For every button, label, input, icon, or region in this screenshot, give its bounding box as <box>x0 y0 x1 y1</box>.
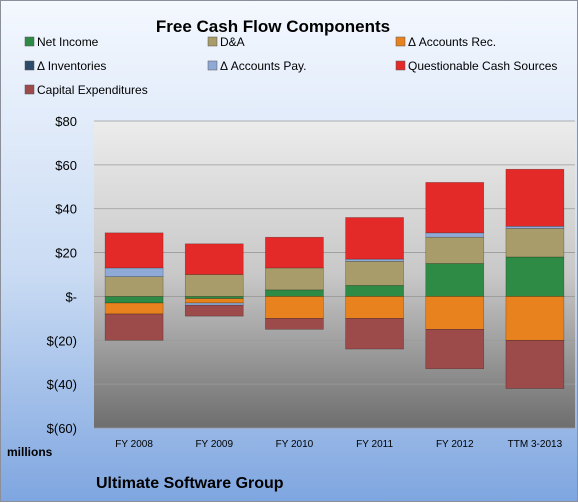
bar-net-income-fy-2008 <box>104 296 164 304</box>
bar-questionable-cash-sources-fy-2012 <box>425 182 485 234</box>
x-tick-label: FY 2011 <box>356 439 393 450</box>
bar-d-a-fy-2008 <box>104 276 164 297</box>
y-tick-label: $40 <box>55 202 77 217</box>
bar-net-income-ttm-3-2013 <box>505 256 565 297</box>
bar-questionable-cash-sources-fy-2010 <box>265 236 324 269</box>
chart-title: Free Cash Flow Components <box>156 17 390 36</box>
bar-capital-expenditures-fy-2011 <box>345 318 404 350</box>
bar-questionable-cash-sources-ttm-3-2013 <box>505 168 565 227</box>
legend-swatch-d-a <box>207 36 218 47</box>
x-tick-label: FY 2012 <box>436 439 474 450</box>
legend-swatch-net-income <box>24 36 35 47</box>
legend-label-questionable-cash-sources: Questionable Cash Sources <box>408 59 557 73</box>
bar-net-income-fy-2011 <box>345 285 404 297</box>
legend-label-accounts-rec: Δ Accounts Rec. <box>408 35 496 49</box>
bar-d-a-fy-2011 <box>345 261 404 286</box>
legend-swatch-inventories <box>24 60 35 71</box>
y-tick-label: $60 <box>55 158 77 173</box>
y-tick-label: $(60) <box>47 421 77 436</box>
bar-capital-expenditures-fy-2010 <box>265 318 324 330</box>
y-tick-label: $80 <box>55 114 77 129</box>
bar-d-a-fy-2012 <box>425 236 485 264</box>
bar-accounts-rec-fy-2009 <box>184 298 244 304</box>
legend: Net Income D&A Δ Accounts Rec. Δ Inventorie… <box>24 35 557 97</box>
legend-swatch-capital-expenditures <box>24 84 35 95</box>
plot-area <box>94 121 575 428</box>
x-tick-label: FY 2008 <box>115 439 153 450</box>
legend-label-capital-expenditures: Capital Expenditures <box>37 83 148 97</box>
bar-accounts-pay-fy-2011 <box>345 258 404 262</box>
legend-label-inventories: Δ Inventories <box>37 59 106 73</box>
bar-accounts-pay-fy-2009 <box>184 302 244 306</box>
bar-questionable-cash-sources-fy-2008 <box>104 232 164 269</box>
legend-label-net-income: Net Income <box>37 35 99 49</box>
y-tick-label: $(20) <box>47 333 77 348</box>
bar-capital-expenditures-ttm-3-2013 <box>505 339 565 389</box>
y-axis: $80 $60 $40 $20 $- $(20) $(40) $(60) <box>47 114 77 436</box>
x-tick-label: FY 2009 <box>195 439 233 450</box>
bar-questionable-cash-sources-fy-2009 <box>184 243 244 275</box>
gridlines <box>94 120 575 429</box>
legend-swatch-accounts-rec <box>395 36 406 47</box>
legend-swatch-accounts-pay <box>207 60 218 71</box>
legend-label-d-a: D&A <box>220 35 245 49</box>
bar-net-income-fy-2010 <box>265 289 324 297</box>
bar-capital-expenditures-fy-2008 <box>104 313 164 341</box>
bar-net-income-fy-2009 <box>184 296 244 299</box>
bar-d-a-fy-2010 <box>265 267 324 291</box>
bar-accounts-pay-fy-2012 <box>425 232 485 238</box>
bar-questionable-cash-sources-fy-2011 <box>345 217 404 260</box>
chart-footer: Ultimate Software Group <box>96 475 284 492</box>
bar-accounts-rec-ttm-3-2013 <box>505 296 565 341</box>
bar-accounts-rec-fy-2010 <box>265 296 324 319</box>
x-tick-label: FY 2010 <box>276 439 314 450</box>
bar-capital-expenditures-fy-2012 <box>425 329 485 370</box>
x-tick-label: TTM 3-2013 <box>508 439 563 450</box>
bars <box>104 168 565 389</box>
bar-accounts-pay-ttm-3-2013 <box>505 225 565 229</box>
bar-net-income-fy-2012 <box>425 263 485 297</box>
bar-accounts-rec-fy-2011 <box>345 296 404 319</box>
bar-accounts-rec-fy-2008 <box>104 302 164 315</box>
legend-label-accounts-pay: Δ Accounts Pay. <box>220 59 307 73</box>
y-tick-label: $(40) <box>47 377 77 392</box>
y-tick-label: $- <box>65 289 77 304</box>
bar-d-a-ttm-3-2013 <box>505 228 565 258</box>
bar-d-a-fy-2009 <box>184 274 244 297</box>
bar-capital-expenditures-fy-2009 <box>184 304 244 317</box>
legend-swatch-questionable-cash-sources <box>395 60 406 71</box>
bar-accounts-rec-fy-2012 <box>425 296 485 330</box>
bar-accounts-pay-fy-2008 <box>104 267 164 277</box>
y-tick-label: $20 <box>55 246 77 261</box>
y-axis-unit-label: millions <box>7 445 53 459</box>
x-axis: FY 2008 FY 2009 FY 2010 FY 2011 FY 2012 TTM 3… <box>115 439 562 450</box>
